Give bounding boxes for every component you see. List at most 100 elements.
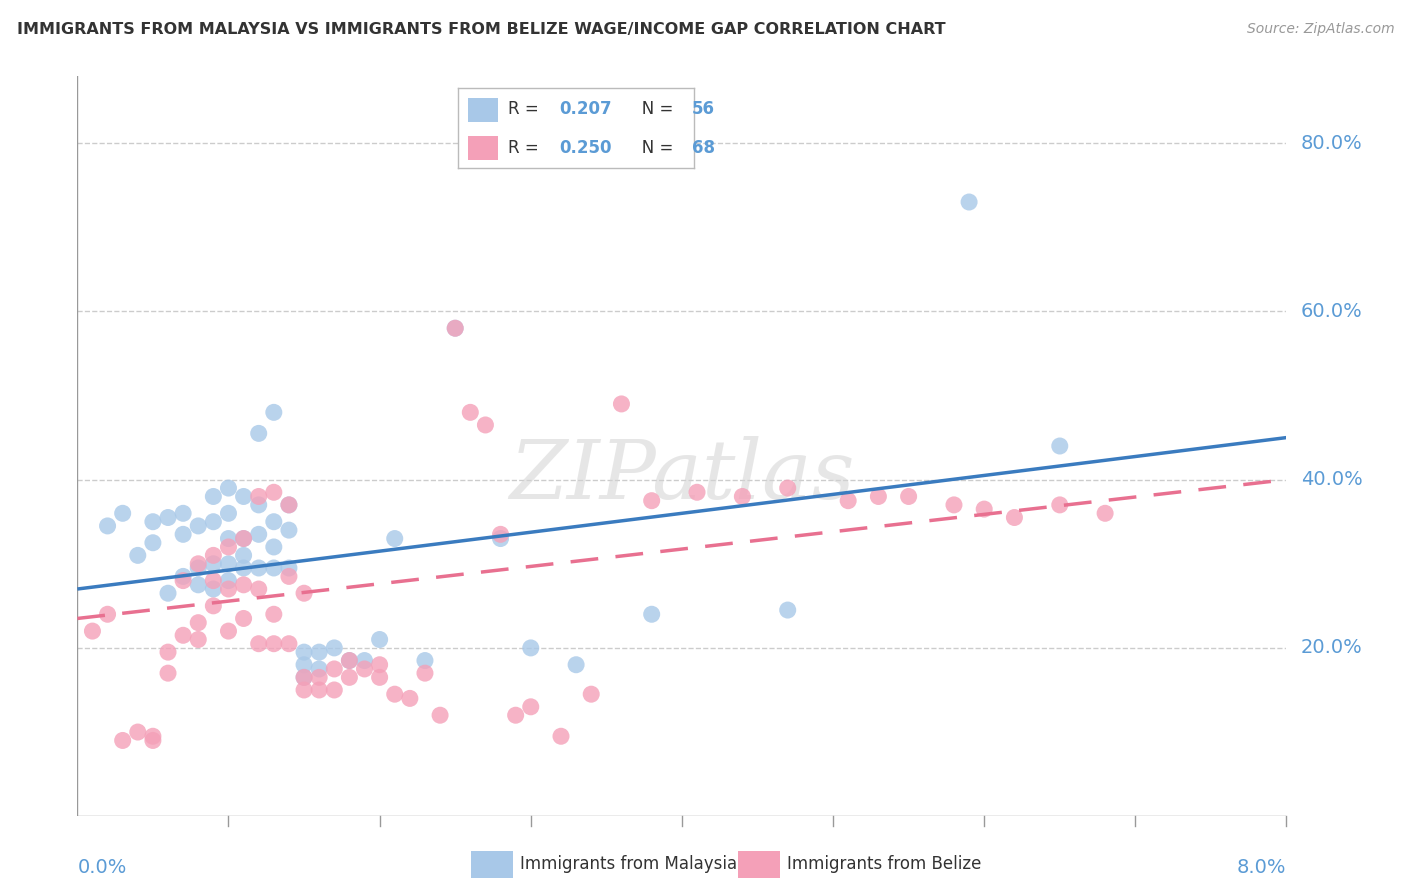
Point: [278, 498, 301, 512]
Point: [1004, 510, 1026, 524]
Point: [218, 557, 240, 571]
Point: [232, 549, 254, 563]
Point: [218, 540, 240, 554]
Point: [172, 569, 194, 583]
Point: [218, 506, 240, 520]
Point: [292, 670, 315, 684]
Point: [157, 645, 180, 659]
Point: [278, 637, 301, 651]
Point: [368, 670, 391, 684]
Point: [308, 670, 330, 684]
Point: [263, 637, 285, 651]
Point: [172, 628, 194, 642]
Point: [247, 498, 270, 512]
Point: [641, 493, 664, 508]
Point: [520, 640, 543, 655]
Point: [157, 510, 180, 524]
Point: [187, 615, 209, 630]
Point: [1049, 498, 1071, 512]
Point: [278, 523, 301, 537]
Point: [263, 540, 285, 554]
Point: [413, 666, 436, 681]
Point: [247, 561, 270, 575]
Point: [127, 725, 149, 739]
Point: [292, 657, 315, 672]
Point: [232, 532, 254, 546]
Point: [127, 549, 149, 563]
Point: [187, 519, 209, 533]
Point: [157, 666, 180, 681]
Point: [399, 691, 422, 706]
Point: [489, 527, 512, 541]
Point: [278, 561, 301, 575]
Point: [263, 561, 285, 575]
Text: 40.0%: 40.0%: [1301, 470, 1362, 489]
Point: [96, 607, 118, 622]
Point: [263, 515, 285, 529]
Point: [1049, 439, 1071, 453]
Point: [187, 557, 209, 571]
Point: [247, 490, 270, 504]
Point: [550, 729, 572, 743]
Point: [957, 194, 980, 209]
Point: [323, 683, 346, 698]
Point: [413, 654, 436, 668]
Point: [943, 498, 966, 512]
Point: [429, 708, 451, 723]
Text: Immigrants from Malaysia: Immigrants from Malaysia: [520, 855, 737, 873]
Point: [444, 321, 467, 335]
Point: [520, 699, 543, 714]
Point: [368, 657, 391, 672]
Point: [202, 490, 225, 504]
Text: Source: ZipAtlas.com: Source: ZipAtlas.com: [1247, 22, 1395, 37]
Point: [308, 662, 330, 676]
Point: [142, 729, 165, 743]
Point: [278, 569, 301, 583]
Point: [111, 506, 134, 520]
Text: 0.0%: 0.0%: [77, 858, 127, 877]
Point: [458, 405, 481, 419]
Point: [142, 733, 165, 747]
Point: [323, 640, 346, 655]
Point: [218, 574, 240, 588]
Point: [202, 574, 225, 588]
Point: [339, 654, 360, 668]
Point: [263, 485, 285, 500]
Point: [232, 611, 254, 625]
Point: [292, 683, 315, 698]
Point: [218, 624, 240, 639]
Point: [278, 498, 301, 512]
Point: [218, 532, 240, 546]
Point: [247, 637, 270, 651]
Point: [384, 532, 406, 546]
Point: [232, 561, 254, 575]
Point: [1094, 506, 1116, 520]
Point: [610, 397, 633, 411]
Point: [142, 515, 165, 529]
Point: [292, 670, 315, 684]
Point: [172, 574, 194, 588]
Point: [339, 654, 360, 668]
Point: [565, 657, 588, 672]
Text: 8.0%: 8.0%: [1237, 858, 1286, 877]
Point: [218, 481, 240, 495]
Point: [353, 654, 375, 668]
Point: [368, 632, 391, 647]
Point: [292, 586, 315, 600]
Point: [247, 582, 270, 596]
Point: [172, 527, 194, 541]
Point: [308, 683, 330, 698]
Point: [868, 490, 890, 504]
Point: [172, 506, 194, 520]
Point: [202, 557, 225, 571]
Text: Immigrants from Belize: Immigrants from Belize: [787, 855, 981, 873]
Point: [581, 687, 603, 701]
Point: [263, 405, 285, 419]
Text: ZIPatlas: ZIPatlas: [509, 435, 855, 516]
Point: [247, 527, 270, 541]
Point: [202, 549, 225, 563]
Point: [837, 493, 859, 508]
Point: [187, 561, 209, 575]
Text: 60.0%: 60.0%: [1301, 301, 1362, 321]
Point: [323, 662, 346, 676]
